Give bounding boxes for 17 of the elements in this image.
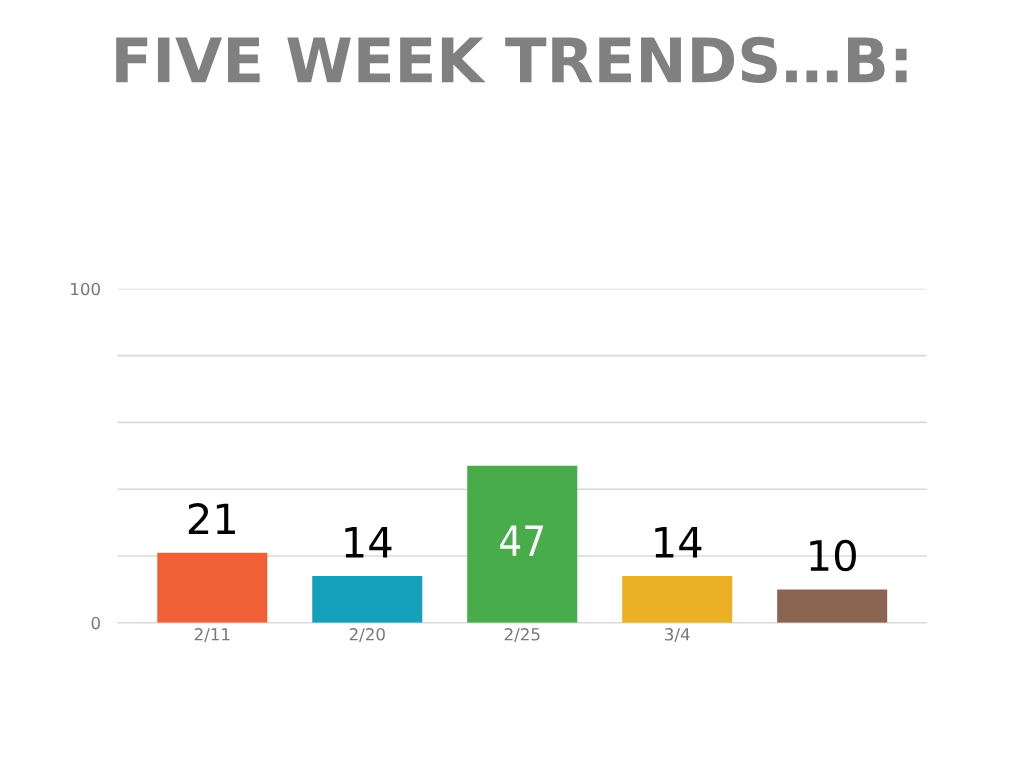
chart-title: FIVE WEEK TRENDS…B: bbox=[116, 36, 907, 84]
bar bbox=[467, 465, 578, 623]
data-label: 14 bbox=[655, 527, 702, 558]
y-tick-label: 0 bbox=[91, 616, 100, 630]
data-label: 21 bbox=[188, 503, 235, 534]
bar bbox=[312, 576, 423, 623]
x-tick-label: 2/25 bbox=[504, 628, 540, 642]
x-tick-label: 2/20 bbox=[349, 628, 385, 642]
bar bbox=[157, 552, 268, 623]
data-label: 47 bbox=[500, 525, 543, 556]
x-tick-label: 2/11 bbox=[194, 628, 230, 642]
y-tick-label: 100 bbox=[71, 282, 100, 296]
bar bbox=[622, 576, 733, 623]
data-label: 10 bbox=[810, 539, 856, 572]
x-tick-label: 3/4 bbox=[665, 628, 690, 642]
bar bbox=[777, 589, 888, 623]
data-label: 14 bbox=[345, 527, 392, 558]
